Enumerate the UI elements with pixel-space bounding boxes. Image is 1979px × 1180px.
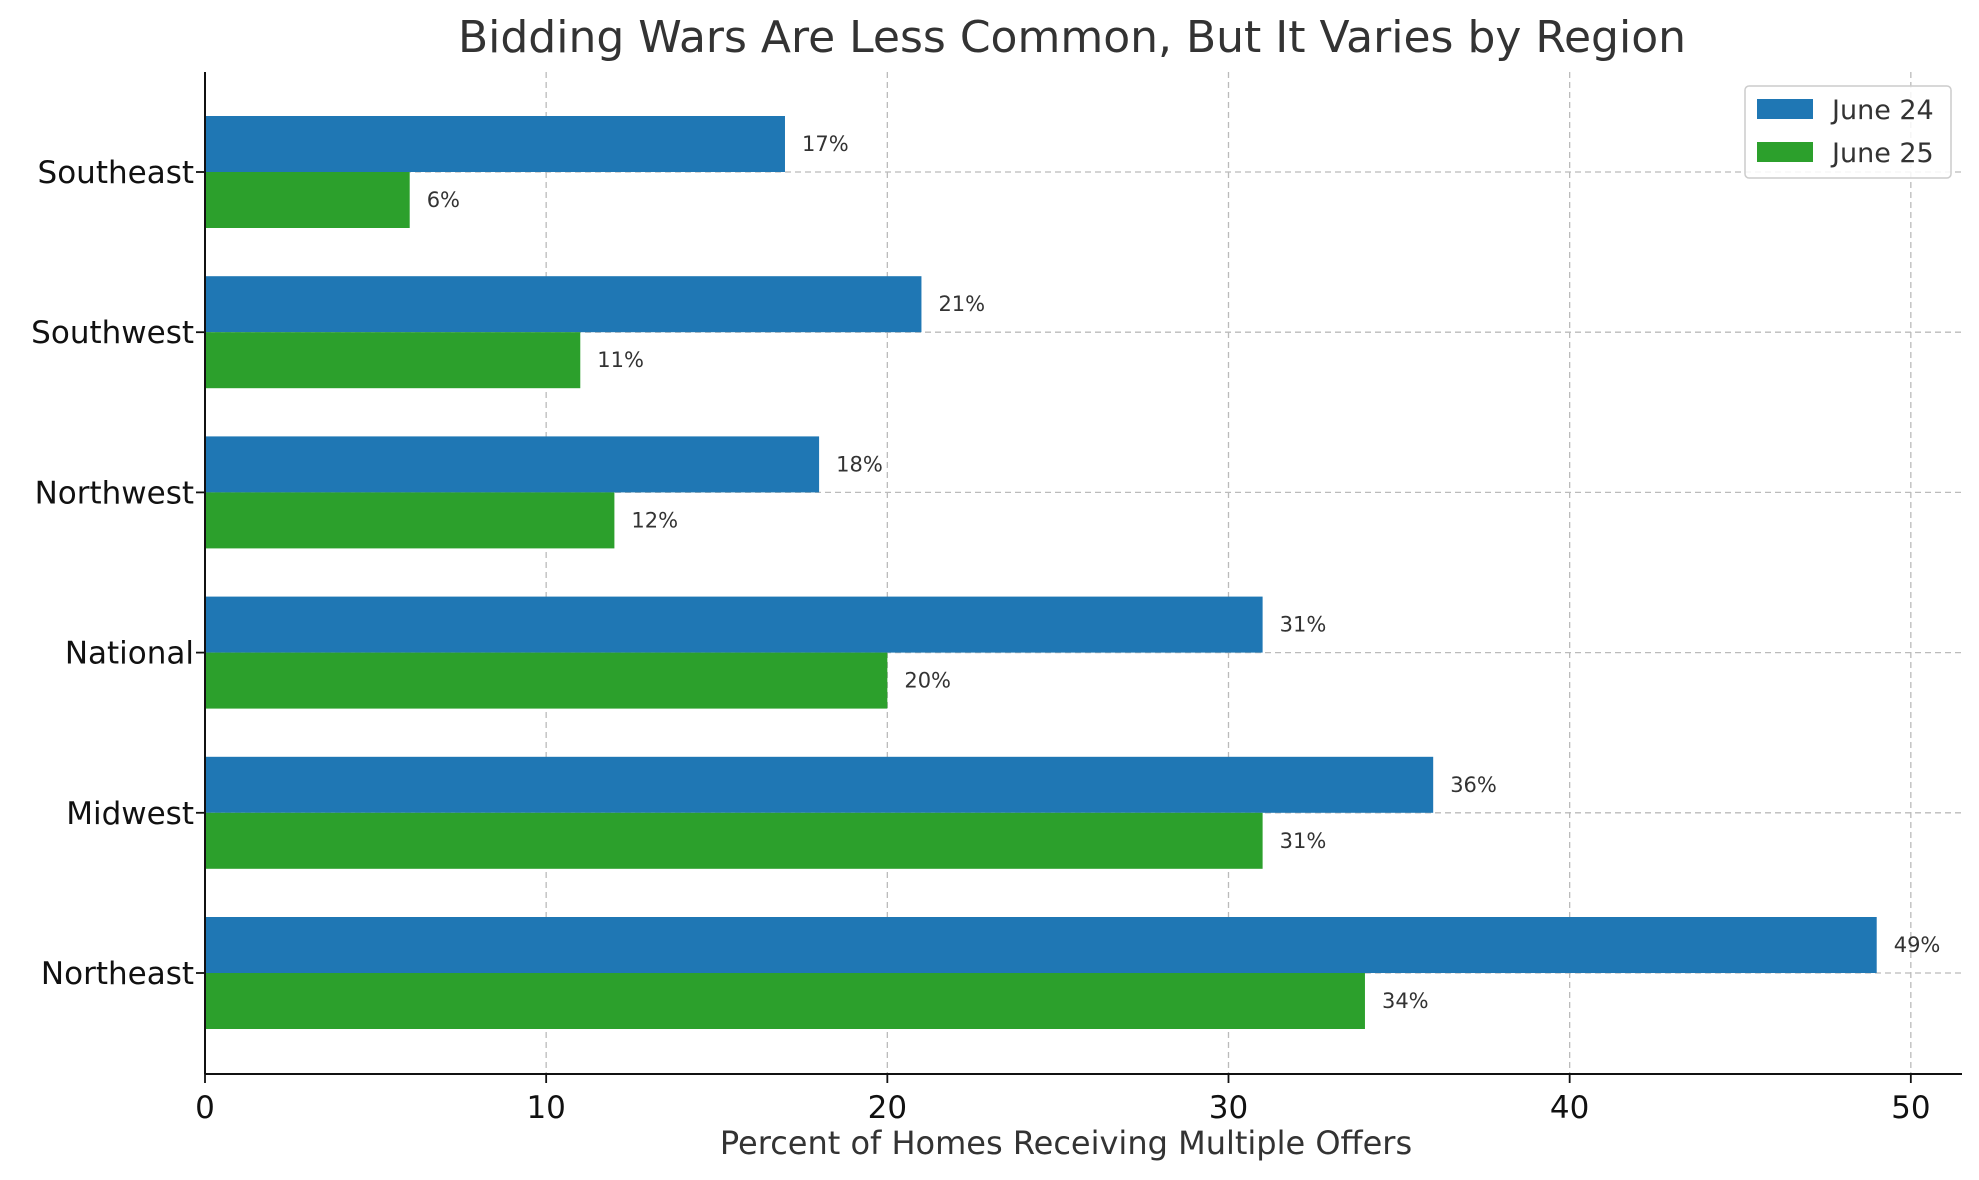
y-axis-ticks: Northeast Midwest National Northwest Southwe… bbox=[31, 155, 205, 992]
bar-june-25-national bbox=[205, 652, 888, 709]
data-label: 18% bbox=[836, 452, 883, 476]
legend-label: June 25 bbox=[1830, 138, 1934, 169]
data-label: 6% bbox=[427, 188, 460, 212]
data-label: 49% bbox=[1894, 933, 1941, 957]
data-label: 31% bbox=[1280, 829, 1327, 853]
bar-june-24-northeast bbox=[205, 917, 1877, 973]
x-tick-label: 50 bbox=[1891, 1090, 1930, 1126]
legend-swatch bbox=[1757, 99, 1813, 119]
data-label: 11% bbox=[597, 348, 644, 372]
bar-june-25-southeast bbox=[205, 172, 410, 228]
axes bbox=[204, 72, 1962, 1075]
bar-june-24-national bbox=[205, 596, 1263, 653]
data-label: 20% bbox=[904, 669, 951, 693]
x-tick-label: 20 bbox=[868, 1090, 907, 1126]
data-label: 12% bbox=[631, 508, 678, 532]
data-label: 21% bbox=[938, 292, 985, 316]
legend-label: June 24 bbox=[1830, 95, 1934, 126]
bar-june-24-southwest bbox=[205, 276, 922, 333]
legend-swatch bbox=[1757, 142, 1813, 162]
data-labels: 49% 36% 31% 18% 21% 17% 34% 31% 20% 12% 11% 6% bbox=[427, 132, 1941, 1013]
x-tick-label: 10 bbox=[526, 1090, 565, 1126]
x-axis-label: Percent of Homes Receiving Multiple Offe… bbox=[720, 1124, 1412, 1162]
y-tick-label: Southeast bbox=[38, 155, 194, 191]
bar-june-25-northeast bbox=[205, 973, 1365, 1029]
bar-june-24-southeast bbox=[205, 116, 785, 172]
data-label: 36% bbox=[1450, 773, 1497, 797]
bar-june-25-northwest bbox=[205, 492, 615, 549]
y-tick-label: National bbox=[65, 636, 194, 672]
x-tick-label: 40 bbox=[1550, 1090, 1589, 1126]
bar-june-24-northwest bbox=[205, 436, 820, 493]
legend: June 24 June 25 bbox=[1744, 85, 1952, 179]
y-tick-label: Northwest bbox=[35, 475, 194, 511]
x-tick-label: 0 bbox=[195, 1090, 215, 1126]
data-label: 34% bbox=[1382, 989, 1429, 1013]
x-axis-ticks: 0 10 20 30 40 50 bbox=[195, 1074, 1931, 1126]
data-label: 17% bbox=[802, 132, 849, 156]
bars bbox=[205, 116, 1877, 1029]
chart-title: Bidding Wars Are Less Common, But It Var… bbox=[458, 12, 1686, 63]
data-label: 31% bbox=[1280, 613, 1327, 637]
y-tick-label: Southwest bbox=[31, 315, 194, 351]
bar-june-25-southwest bbox=[205, 332, 581, 389]
x-tick-label: 30 bbox=[1209, 1090, 1248, 1126]
y-tick-label: Midwest bbox=[66, 796, 194, 832]
y-tick-label: Northeast bbox=[41, 956, 194, 992]
bar-june-25-midwest bbox=[205, 812, 1263, 869]
bar-june-24-midwest bbox=[205, 756, 1434, 813]
